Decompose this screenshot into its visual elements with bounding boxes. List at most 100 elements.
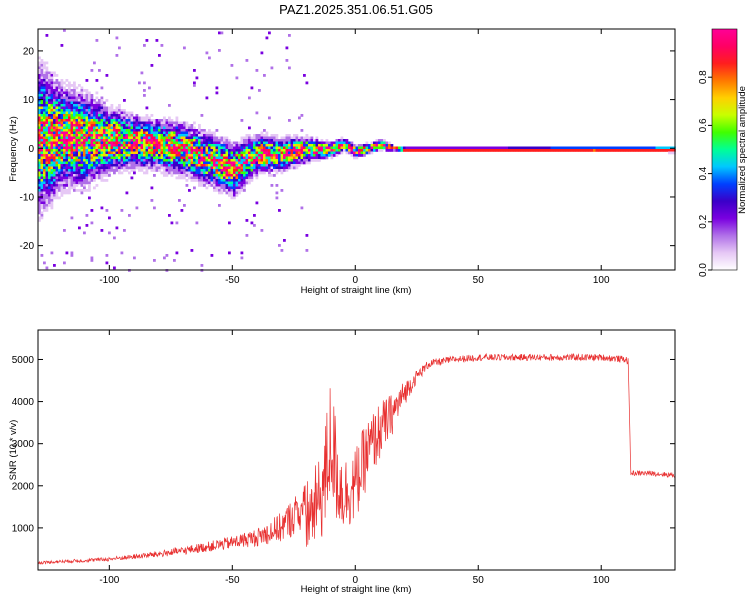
heatmap-cell bbox=[48, 92, 51, 95]
heatmap-cell bbox=[316, 139, 319, 142]
heatmap-cell bbox=[163, 117, 166, 120]
heatmap-cell bbox=[228, 164, 231, 167]
heatmap-cell bbox=[113, 137, 116, 140]
heatmap-cell bbox=[196, 129, 199, 132]
heatmap-cell bbox=[173, 172, 176, 175]
heatmap-cell bbox=[43, 117, 46, 120]
heatmap-cell bbox=[493, 147, 496, 150]
heatmap-cell bbox=[51, 197, 54, 200]
heatmap-cell bbox=[228, 144, 231, 147]
heatmap-cell bbox=[86, 89, 89, 92]
heatmap-cell bbox=[101, 119, 104, 122]
heatmap-cell bbox=[58, 129, 61, 132]
heatmap-cell bbox=[621, 147, 624, 150]
heatmap-cell bbox=[263, 142, 266, 145]
heatmap-cell bbox=[63, 139, 66, 142]
heatmap-cell bbox=[186, 129, 189, 132]
heatmap-cell bbox=[231, 194, 234, 197]
heatmap-cell bbox=[83, 187, 86, 190]
heatmap-cell bbox=[121, 142, 124, 145]
heatmap-cell bbox=[618, 149, 621, 152]
heatmap-cell bbox=[203, 137, 206, 140]
heatmap-cell bbox=[103, 144, 106, 147]
heatmap-cell bbox=[41, 189, 44, 192]
heatmap-cell bbox=[61, 97, 64, 100]
heatmap-cell bbox=[216, 169, 219, 172]
heatmap-cell bbox=[128, 142, 131, 145]
heatmap-cell bbox=[291, 164, 294, 167]
heatmap-cell bbox=[288, 144, 291, 147]
heatmap-cell bbox=[123, 162, 126, 165]
heatmap-cell bbox=[523, 149, 526, 152]
heatmap-cell bbox=[248, 182, 251, 185]
heatmap-cell bbox=[68, 147, 71, 150]
heatmap-cell bbox=[53, 152, 56, 155]
heatmap-cell bbox=[108, 107, 111, 110]
heatmap-cell bbox=[126, 167, 129, 170]
heatmap-cell bbox=[231, 179, 234, 182]
heatmap-cell bbox=[183, 124, 186, 127]
heatmap-cell bbox=[208, 139, 211, 142]
heatmap-cell bbox=[106, 179, 109, 182]
heatmap-cell bbox=[211, 134, 214, 137]
heatmap-cell bbox=[198, 179, 201, 182]
heatmap-cell bbox=[138, 119, 141, 122]
heatmap-cell bbox=[66, 129, 69, 132]
heatmap-cell bbox=[168, 167, 171, 170]
heatmap-cell bbox=[128, 149, 131, 152]
heatmap-cell bbox=[46, 209, 49, 212]
heatmap-cell bbox=[53, 137, 56, 140]
heatmap-cell bbox=[273, 144, 276, 147]
heatmap-cell bbox=[183, 159, 186, 162]
heatmap-cell bbox=[81, 107, 84, 110]
heatmap-cell bbox=[123, 229, 126, 232]
heatmap-cell bbox=[193, 134, 196, 137]
heatmap-cell bbox=[256, 137, 259, 140]
heatmap-cell bbox=[58, 159, 61, 162]
heatmap-cell bbox=[276, 139, 279, 142]
heatmap-cell bbox=[96, 129, 99, 132]
heatmap-cell bbox=[98, 69, 101, 72]
heatmap-cell bbox=[43, 167, 46, 170]
heatmap-cell bbox=[86, 182, 89, 185]
heatmap-cell bbox=[183, 137, 186, 140]
heatmap-cell bbox=[116, 129, 119, 132]
heatmap-cell bbox=[153, 152, 156, 155]
heatmap-cell bbox=[56, 187, 59, 190]
heatmap-cell bbox=[113, 122, 116, 125]
heatmap-cell bbox=[48, 74, 51, 77]
heatmap-cell bbox=[143, 129, 146, 132]
heatmap-cell bbox=[213, 144, 216, 147]
heatmap-cell bbox=[46, 34, 49, 37]
heatmap-cell bbox=[428, 149, 431, 152]
heatmap-cell bbox=[308, 137, 311, 140]
heatmap-cell bbox=[586, 147, 589, 150]
heatmap-cell bbox=[246, 157, 249, 160]
heatmap-cell bbox=[166, 174, 169, 177]
heatmap-cell bbox=[93, 167, 96, 170]
heatmap-cell bbox=[243, 139, 246, 142]
heatmap-cell bbox=[123, 112, 126, 115]
heatmap-cell bbox=[61, 107, 64, 110]
heatmap-cell bbox=[218, 182, 221, 185]
heatmap-cell bbox=[446, 147, 449, 150]
heatmap-cell bbox=[238, 154, 241, 157]
heatmap-cell bbox=[408, 149, 411, 152]
heatmap-cell bbox=[241, 157, 244, 160]
heatmap-cell bbox=[71, 122, 74, 125]
heatmap-cell bbox=[318, 152, 321, 155]
heatmap-cell bbox=[106, 129, 109, 132]
heatmap-cell bbox=[158, 147, 161, 150]
heatmap-cell bbox=[71, 97, 74, 100]
heatmap-cell bbox=[256, 69, 259, 72]
heatmap-cell bbox=[86, 122, 89, 125]
heatmap-cell bbox=[73, 84, 76, 87]
heatmap-cell bbox=[368, 149, 371, 152]
heatmap-cell bbox=[58, 87, 61, 90]
heatmap-cell bbox=[73, 159, 76, 162]
heatmap-cell bbox=[451, 147, 454, 150]
heatmap-cell bbox=[51, 132, 54, 135]
heatmap-cell bbox=[98, 172, 101, 175]
heatmap-cell bbox=[546, 147, 549, 150]
heatmap-cell bbox=[198, 152, 201, 155]
